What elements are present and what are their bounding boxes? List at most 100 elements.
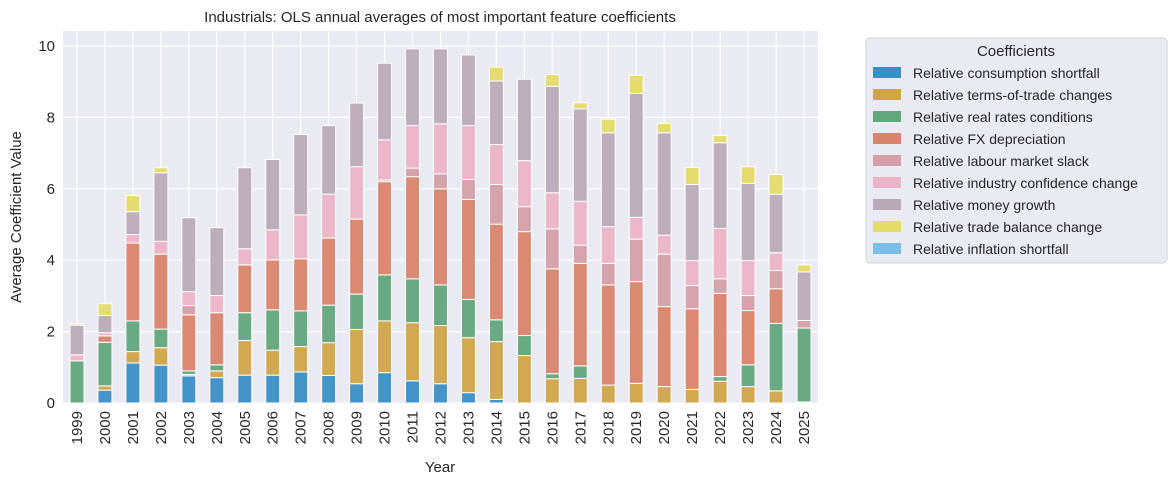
bar-segment-2003-0 xyxy=(181,375,197,404)
bar-segment-2013-4 xyxy=(460,179,476,201)
bar-segment-2008-2 xyxy=(321,304,337,344)
bar-segment-2023-7 xyxy=(740,166,756,184)
bar-segment-2002-5 xyxy=(153,240,169,255)
bar-segment-2011-2 xyxy=(405,278,421,324)
bar-segment-2022-7 xyxy=(712,135,728,144)
bar-segment-2009-1 xyxy=(349,328,365,385)
bar-segment-2009-5 xyxy=(349,166,365,220)
bar-segment-2007-5 xyxy=(293,214,309,260)
legend-label: Relative money growth xyxy=(913,197,1055,213)
x-tick-label: 2006 xyxy=(265,411,282,444)
bar-segment-2019-4 xyxy=(628,238,644,283)
bar-segment-2025-7 xyxy=(796,264,812,273)
bar-segment-2020-6 xyxy=(656,132,672,236)
bar-segment-2011-5 xyxy=(405,125,421,169)
bar-segment-2021-7 xyxy=(684,166,700,186)
legend-swatch xyxy=(873,133,901,144)
bar-segment-2014-7 xyxy=(488,66,504,82)
bar-segment-2012-5 xyxy=(433,123,448,175)
bar-segment-2016-3 xyxy=(544,268,560,375)
bar-segment-2004-2 xyxy=(209,364,225,372)
legend-label: Relative real rates conditions xyxy=(913,109,1093,125)
bar-segment-2011-6 xyxy=(405,48,421,127)
x-tick-label: 2016 xyxy=(544,411,561,444)
bar-segment-2018-3 xyxy=(600,284,616,386)
bar-segment-2015-1 xyxy=(516,355,532,404)
legend-label: Relative industry confidence change xyxy=(913,175,1138,191)
bar-segment-2010-6 xyxy=(377,62,393,141)
bar-segment-2012-2 xyxy=(433,284,448,327)
bar-segment-2008-1 xyxy=(321,342,337,377)
x-tick-label: 2023 xyxy=(740,411,757,444)
bar-segment-2004-6 xyxy=(209,227,225,297)
bar-segment-2021-3 xyxy=(684,308,700,390)
bar-segment-1999-2 xyxy=(69,360,85,404)
bar-segment-2022-4 xyxy=(712,278,728,294)
x-tick-label: 2007 xyxy=(293,411,310,444)
bar-segment-2013-5 xyxy=(460,125,476,181)
bar-segment-2017-6 xyxy=(572,108,588,202)
bar-segment-2017-7 xyxy=(572,102,588,110)
bar-segment-2014-1 xyxy=(488,341,504,400)
bar-segment-2009-6 xyxy=(349,102,365,168)
bar-segment-2021-6 xyxy=(684,184,700,262)
bar-segment-2015-3 xyxy=(516,231,532,337)
legend-label: Relative consumption shortfall xyxy=(913,65,1100,81)
legend-swatch xyxy=(873,199,901,210)
bar-segment-2010-0 xyxy=(377,372,393,404)
bar-segment-1999-7 xyxy=(69,323,85,326)
bar-segment-2000-7 xyxy=(97,303,113,317)
x-tick-label: 2019 xyxy=(628,411,645,444)
x-tick-label: 2010 xyxy=(377,411,394,444)
bar-segment-2005-3 xyxy=(237,264,253,314)
bar-segment-2016-1 xyxy=(544,378,560,404)
bar-segment-2018-1 xyxy=(600,384,616,404)
bar-segment-2020-4 xyxy=(656,253,672,308)
bar-segment-1999-5 xyxy=(69,354,85,362)
bar-segment-2006-5 xyxy=(265,229,281,261)
bar-segment-2006-3 xyxy=(265,259,281,311)
bar-segment-2008-0 xyxy=(321,375,337,404)
bar-segment-2020-3 xyxy=(656,306,672,388)
bar-segment-2024-5 xyxy=(768,252,784,272)
legend-box xyxy=(865,37,1168,264)
legend-label: Relative FX depreciation xyxy=(913,131,1066,147)
bar-segment-2013-2 xyxy=(460,298,476,339)
bar-segment-2019-1 xyxy=(628,382,644,404)
bar-segment-2012-1 xyxy=(433,325,448,385)
bar-segment-2002-7 xyxy=(153,167,169,174)
legend-swatch xyxy=(873,111,901,122)
bar-segment-2003-3 xyxy=(181,314,197,372)
bar-segment-2022-6 xyxy=(712,142,728,229)
bar-segment-2024-1 xyxy=(768,390,784,404)
x-tick-label: 2022 xyxy=(712,411,729,444)
bar-segment-2005-6 xyxy=(237,167,253,250)
bar-segment-2001-5 xyxy=(125,233,141,244)
bar-segment-2016-4 xyxy=(544,228,560,270)
bar-segment-2021-5 xyxy=(684,260,700,287)
bar-segment-2003-2 xyxy=(181,370,197,375)
bar-segment-2002-6 xyxy=(153,172,169,242)
y-tick-label: 0 xyxy=(47,395,55,412)
bar-segment-2004-3 xyxy=(209,312,225,366)
x-tick-label: 2025 xyxy=(796,411,813,444)
y-tick-label: 2 xyxy=(47,324,55,341)
x-axis-label: Year xyxy=(425,459,455,476)
bar-segment-2005-0 xyxy=(237,374,253,404)
bar-segment-2008-6 xyxy=(321,125,337,195)
x-tick-label: 2024 xyxy=(768,411,785,444)
bar-segment-2015-5 xyxy=(516,160,532,208)
bar-segment-2019-5 xyxy=(628,216,644,240)
x-tick-label: 2004 xyxy=(209,411,226,444)
legend-title: Coefficients xyxy=(977,43,1055,60)
bar-segment-2013-3 xyxy=(460,199,476,300)
bar-segment-2006-2 xyxy=(265,309,281,351)
bar-segment-2014-0 xyxy=(488,398,504,404)
x-tick-label: 2021 xyxy=(684,411,701,444)
bar-segment-2020-5 xyxy=(656,234,672,255)
bar-segment-2016-7 xyxy=(544,74,560,87)
bar-segment-2024-6 xyxy=(768,193,784,254)
y-tick-label: 4 xyxy=(47,252,55,269)
bar-segment-2009-0 xyxy=(349,383,365,404)
